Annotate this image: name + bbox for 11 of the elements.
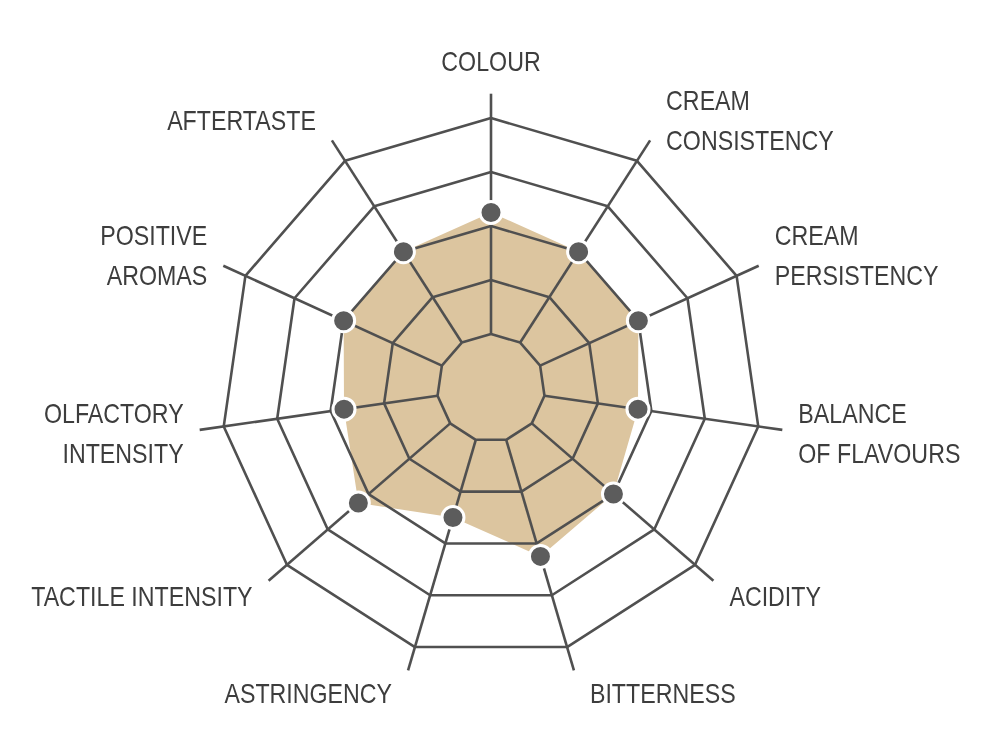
spoke-label: CREAM CONSISTENCY: [666, 85, 834, 156]
spoke-label: AFTERTASTE: [167, 105, 316, 136]
spoke-label: TACTILE INTENSITY: [31, 581, 253, 612]
spoke-label: BALANCE OF FLAVOURS: [798, 398, 961, 469]
spoke-label: OLFACTORY INTENSITY: [43, 398, 184, 469]
spoke-label: ASTRINGENCY: [224, 678, 393, 709]
spoke-label: ACIDITY: [729, 581, 822, 612]
spoke-label: COLOUR: [441, 46, 541, 77]
spoke-label: BITTERNESS: [589, 678, 736, 709]
spoke-label: POSITIVE AROMAS: [100, 220, 208, 291]
spoke-label: CREAM PERSISTENCY: [774, 220, 939, 291]
